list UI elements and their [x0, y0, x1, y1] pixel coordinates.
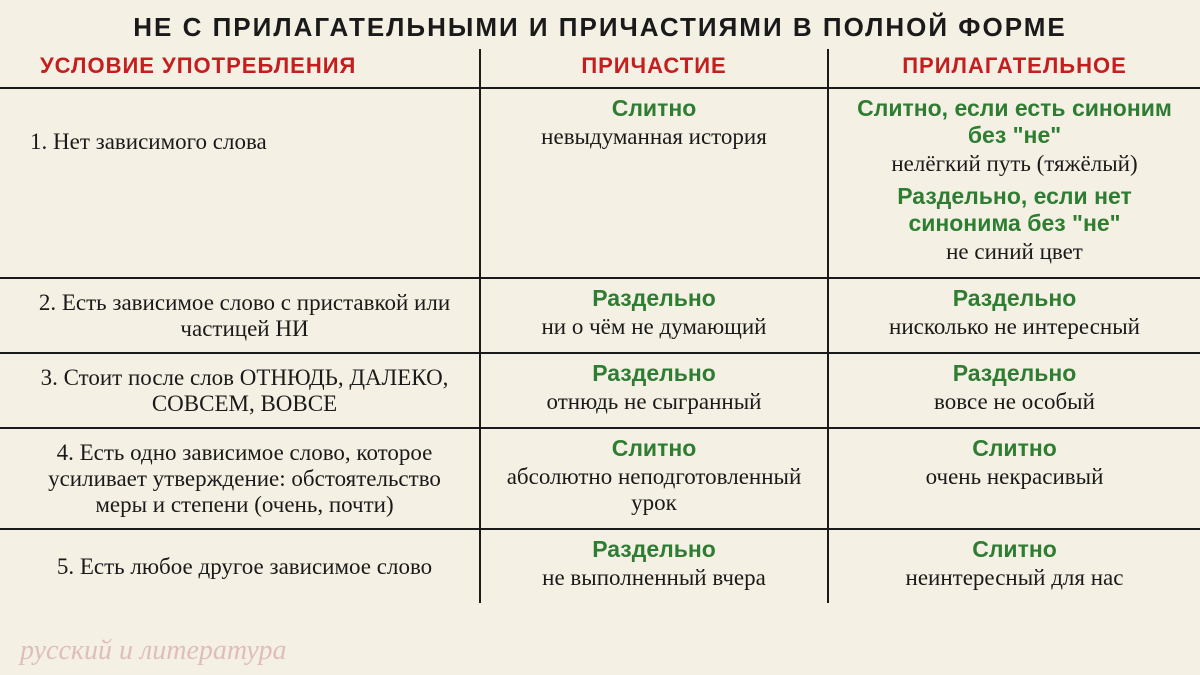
example-text: неинтересный для нас: [839, 565, 1190, 591]
example-text: нелёгкий путь (тяжёлый): [839, 151, 1190, 177]
table-row: 2. Есть зависимое слово с приставкой или…: [0, 278, 1200, 353]
condition-cell: 1. Нет зависимого слова: [0, 88, 480, 278]
condition-cell: 5. Есть любое другое зависимое слово: [0, 529, 480, 603]
table-row: 5. Есть любое другое зависимое словоРазд…: [0, 529, 1200, 603]
example-text: вовсе не особый: [839, 389, 1190, 415]
rule-label: Слитно: [491, 435, 817, 462]
example-text: невыдуманная история: [491, 124, 817, 150]
rules-table: УСЛОВИЕ УПОТРЕБЛЕНИЯ ПРИЧАСТИЕ ПРИЛАГАТЕ…: [0, 49, 1200, 603]
rule-label: Раздельно: [839, 360, 1190, 387]
condition-cell: 3. Стоит после слов ОТНЮДЬ, ДАЛЕКО, СОВС…: [0, 353, 480, 428]
watermark: русский и литература: [20, 635, 286, 667]
rule-label: Слитно: [839, 536, 1190, 563]
example-text: не синий цвет: [839, 239, 1190, 265]
rule-cell: Раздельнони о чём не думающий: [480, 278, 828, 353]
header-condition: УСЛОВИЕ УПОТРЕБЛЕНИЯ: [0, 49, 480, 88]
example-text: нисколько не интересный: [839, 314, 1190, 340]
rule-cell: Раздельноне выполненный вчера: [480, 529, 828, 603]
header-adjective: ПРИЛАГАТЕЛЬНОЕ: [828, 49, 1200, 88]
rule-label: Слитно: [491, 95, 817, 122]
page-title: НЕ С ПРИЛАГАТЕЛЬНЫМИ И ПРИЧАСТИЯМИ В ПОЛ…: [0, 0, 1200, 49]
rule-cell: Слитноочень некрасивый: [828, 428, 1200, 529]
rule-label: Раздельно: [491, 536, 817, 563]
example-text: отнюдь не сыгранный: [491, 389, 817, 415]
header-participle: ПРИЧАСТИЕ: [480, 49, 828, 88]
rule-label: Слитно: [839, 435, 1190, 462]
rule-cell: Раздельнонисколько не интересный: [828, 278, 1200, 353]
rule-label: Раздельно: [491, 285, 817, 312]
rule-cell: Слитноневыдуманная история: [480, 88, 828, 278]
table-row: 3. Стоит после слов ОТНЮДЬ, ДАЛЕКО, СОВС…: [0, 353, 1200, 428]
rule-cell: Слитно, если есть синоним без "не"нелёгк…: [828, 88, 1200, 278]
rule-cell: Слитнонеинтересный для нас: [828, 529, 1200, 603]
example-text: не выполненный вчера: [491, 565, 817, 591]
example-text: ни о чём не думающий: [491, 314, 817, 340]
rule-label: Слитно, если есть синоним без "не": [839, 95, 1190, 149]
condition-cell: 2. Есть зависимое слово с приставкой или…: [0, 278, 480, 353]
rule-label: Раздельно: [491, 360, 817, 387]
table-row: 1. Нет зависимого словаСлитноневыдуманна…: [0, 88, 1200, 278]
rule-label: Раздельно: [839, 285, 1190, 312]
rule-cell: Раздельноотнюдь не сыгранный: [480, 353, 828, 428]
rule-label: Раздельно, если нет синонима без "не": [839, 183, 1190, 237]
rule-cell: Слитноабсолютно неподготовленный урок: [480, 428, 828, 529]
table-row: 4. Есть одно зависимое слово, которое ус…: [0, 428, 1200, 529]
condition-cell: 4. Есть одно зависимое слово, которое ус…: [0, 428, 480, 529]
example-text: очень некрасивый: [839, 464, 1190, 490]
rule-cell: Раздельнововсе не особый: [828, 353, 1200, 428]
example-text: абсолютно неподготовленный урок: [491, 464, 817, 516]
